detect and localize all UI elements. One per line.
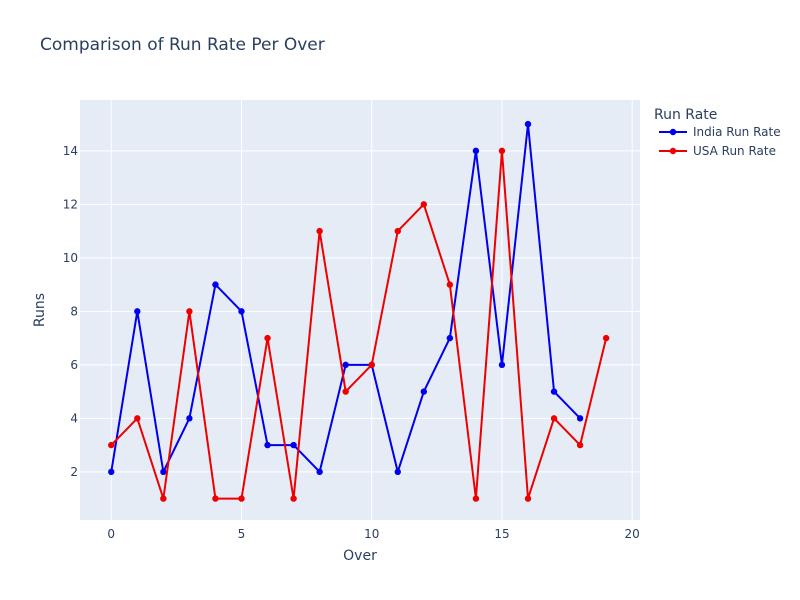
data-point[interactable] [472, 147, 480, 155]
data-point[interactable] [420, 201, 428, 208]
data-point[interactable] [290, 441, 297, 449]
y-tick-label: 4 [70, 411, 78, 425]
data-point[interactable] [160, 468, 167, 476]
data-point[interactable] [446, 281, 454, 288]
gridlines [80, 100, 640, 520]
y-tick-label: 14 [63, 144, 78, 158]
y-tick-label: 12 [63, 197, 78, 211]
data-point[interactable] [290, 495, 297, 502]
legend: Run Rate India Run Rate USA Run Rate [654, 107, 781, 158]
data-point[interactable] [342, 388, 349, 395]
data-point[interactable] [108, 468, 115, 476]
y-tick-label: 6 [70, 358, 78, 372]
data-point[interactable] [316, 227, 323, 235]
data-point[interactable] [446, 334, 454, 342]
x-axis-label: Over [343, 548, 377, 564]
y-tick-label: 10 [63, 251, 78, 265]
data-point[interactable] [264, 441, 271, 449]
data-point[interactable] [134, 308, 141, 315]
data-point[interactable] [238, 308, 245, 315]
data-point[interactable] [524, 120, 532, 128]
legend-items: India Run Rate USA Run Rate [659, 125, 781, 158]
data-point[interactable] [420, 388, 428, 395]
data-point[interactable] [498, 361, 506, 369]
y-tick-label: 2 [70, 465, 78, 479]
data-point[interactable] [472, 495, 480, 502]
series-1 [108, 147, 610, 502]
data-point[interactable] [264, 334, 271, 342]
plot-area [80, 100, 640, 520]
x-tick-label: 10 [364, 527, 379, 541]
data-point[interactable] [212, 281, 219, 288]
data-point[interactable] [160, 495, 167, 502]
y-axis-ticks: 2 4 6 8 10 12 14 [63, 144, 78, 479]
data-point[interactable] [108, 441, 115, 449]
data-point[interactable] [342, 361, 349, 369]
legend-item[interactable]: India Run Rate [659, 125, 781, 139]
data-point[interactable] [368, 361, 375, 369]
data-point[interactable] [550, 388, 558, 395]
series-layer [108, 120, 610, 502]
data-point[interactable] [524, 495, 532, 502]
data-point[interactable] [394, 227, 401, 235]
x-tick-label: 15 [494, 527, 509, 541]
data-point[interactable] [186, 415, 193, 422]
chart-title: Comparison of Run Rate Per Over [40, 35, 325, 55]
x-tick-label: 0 [107, 527, 115, 541]
legend-item[interactable]: USA Run Rate [659, 144, 776, 158]
x-tick-label: 5 [238, 527, 246, 541]
legend-swatch-marker [669, 128, 677, 136]
x-axis-ticks: 0 5 10 15 20 [107, 527, 639, 541]
legend-label: USA Run Rate [693, 144, 776, 158]
data-point[interactable] [186, 308, 193, 315]
y-axis-label: Runs [32, 293, 48, 327]
data-point[interactable] [394, 468, 401, 476]
data-point[interactable] [576, 415, 584, 422]
data-point[interactable] [576, 441, 584, 449]
data-point[interactable] [602, 334, 610, 342]
legend-swatch-marker [669, 147, 677, 155]
y-tick-label: 8 [70, 304, 78, 318]
x-tick-label: 20 [625, 527, 640, 541]
data-point[interactable] [316, 468, 323, 476]
legend-label: India Run Rate [693, 125, 781, 139]
data-point[interactable] [212, 495, 219, 502]
data-point[interactable] [134, 415, 141, 422]
data-point[interactable] [498, 147, 506, 155]
data-point[interactable] [550, 415, 558, 422]
legend-title: Run Rate [654, 107, 717, 123]
series-line [110, 149, 608, 500]
data-point[interactable] [238, 495, 245, 502]
series-0 [108, 120, 584, 476]
